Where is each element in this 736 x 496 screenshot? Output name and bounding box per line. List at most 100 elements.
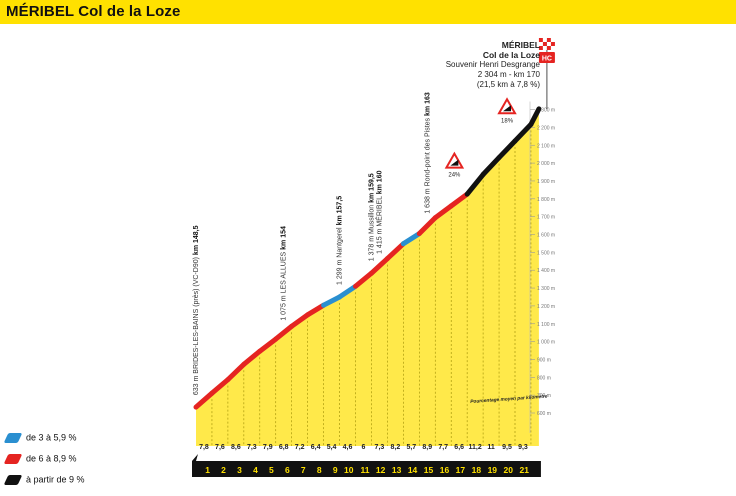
chart-title: MÉRIBEL Col de la Loze (6, 3, 181, 20)
waypoint-label: 1 299 m Nantgerel km 157,5 (337, 196, 344, 285)
gradient-label: 7,2 (295, 444, 305, 451)
waypoint-label: 633 m BRIDES-LES-BAINS (près) (VC-D90) k… (193, 225, 200, 395)
y-tick-label: 2 200 m (537, 125, 555, 131)
y-tick-label: 1 400 m (537, 268, 555, 274)
y-tick-label: 600 m (537, 411, 551, 417)
legend-swatch-red (3, 453, 23, 464)
y-tick-label: 900 m (537, 357, 551, 363)
flag-square (550, 42, 555, 46)
waypoint-km: km 157,5 (337, 196, 344, 226)
waypoint-label: 1 415 m MÉRIBEL km 160 (374, 170, 383, 254)
profile-segment (193, 390, 215, 410)
y-tick-label: 800 m (537, 375, 551, 381)
km-label: 12 (376, 465, 386, 475)
gradient-label: 7,8 (199, 444, 209, 451)
flag-square (550, 46, 555, 50)
km-label: 4 (253, 465, 258, 475)
y-tick-label: 1 800 m (537, 197, 555, 203)
flag-square (542, 46, 547, 50)
km-label: 16 (440, 465, 450, 475)
y-tick-label: 700 m (537, 393, 551, 399)
gradient-label: 7,7 (438, 444, 448, 451)
waypoint-km: km 159,5 (368, 173, 375, 203)
waypoint-km: km 163 (424, 92, 431, 116)
profile-segment (528, 106, 542, 127)
legend-label: à partir de 9 % (26, 474, 85, 485)
gradient-label: 6,6 (454, 444, 464, 451)
km-label: 21 (519, 465, 529, 475)
summit-stats: (21,5 km à 7,8 %) (476, 80, 540, 89)
summit-name-2: Col de la Loze (482, 50, 540, 60)
km-label: 8 (317, 465, 322, 475)
y-tick-label: 2 100 m (537, 143, 555, 149)
waypoint-text: 1 415 m MÉRIBEL km 160 (374, 170, 383, 254)
gradient-label: 9,5 (502, 444, 512, 451)
profile-segment (321, 294, 343, 308)
legend-item-black: à partir de 9 % (3, 474, 85, 485)
waypoint-label: 1 378 m Mussillon km 159,5 (368, 173, 375, 261)
profile-segment (480, 155, 502, 178)
km-label: 3 (237, 465, 242, 475)
km-label: 14 (408, 465, 418, 475)
profile-segment (289, 312, 311, 329)
flag-square (538, 46, 543, 50)
category-label: HC (542, 56, 552, 63)
gradient-label: 4,6 (343, 444, 353, 451)
profile-segment (273, 323, 295, 342)
summit-altitude: 2 304 m - km 170 (477, 70, 540, 79)
summit-info: MÉRIBEL Col de la Loze Souvenir Henri De… (446, 40, 540, 90)
category-badge (538, 52, 555, 63)
profile-segment (337, 283, 358, 300)
waypoint-km: km 154 (281, 226, 288, 250)
flag-square (542, 38, 547, 42)
y-tick-label: 1 700 m (537, 215, 555, 221)
km-label: 17 (456, 465, 466, 475)
legend-label: de 6 à 8,9 % (26, 453, 77, 464)
y-tick-label: 1 300 m (537, 286, 555, 292)
gradient-label: 5,4 (327, 444, 337, 451)
gradient-label: 6 (362, 444, 366, 451)
km-label: 5 (269, 465, 274, 475)
gradient-label: 7,6 (215, 444, 225, 451)
profile-segment (432, 203, 454, 221)
flag-square (546, 46, 551, 50)
flag-square (538, 38, 543, 42)
km-label: 11 (360, 465, 369, 475)
waypoint-km: km 148,5 (193, 225, 200, 255)
gradient-label: 6,8 (279, 444, 289, 451)
y-tick-label: 2 300 m (537, 108, 555, 114)
profile-segment (209, 377, 231, 396)
warning-sign-label: 24% (448, 173, 461, 179)
gradient-label: 5,7 (406, 444, 416, 451)
flag-square (538, 42, 543, 46)
profile-segment (384, 241, 406, 262)
flag-square (542, 42, 547, 46)
waypoint-text: 1 378 m Mussillon km 159,5 (368, 173, 375, 261)
km-label: 18 (472, 465, 482, 475)
waypoint-km: km 160 (376, 170, 383, 194)
km-label: 6 (285, 465, 290, 475)
km-label: 10 (344, 465, 354, 475)
summit-trophy: Souvenir Henri Desgrange (445, 60, 540, 69)
warning-sign-label: 18% (501, 118, 514, 124)
waypoint-text: 1 299 m Nantgerel km 157,5 (337, 196, 344, 285)
profile-segment (241, 348, 263, 367)
gradient-label: 9,3 (518, 444, 528, 451)
km-label: 20 (504, 465, 514, 475)
profile-segment (464, 172, 486, 197)
profile-segment (496, 138, 518, 161)
y-tick-label: 1 500 m (537, 250, 555, 256)
flag-square (546, 38, 551, 42)
gradient-label: 7,3 (247, 444, 257, 451)
km-label: 1 (205, 465, 210, 475)
waypoint-text: 1 638 m Rond-point des Pistes km 163 (424, 92, 431, 214)
legend-swatch-black (3, 474, 23, 485)
profile-segment (400, 231, 422, 247)
profile-segment (368, 256, 390, 276)
legend-label: de 3 à 5,9 % (26, 432, 77, 443)
gradient-label: 7,9 (263, 444, 273, 451)
slope-glyph-icon (503, 105, 512, 112)
km-label: 19 (488, 465, 498, 475)
profile-segment (448, 191, 470, 209)
